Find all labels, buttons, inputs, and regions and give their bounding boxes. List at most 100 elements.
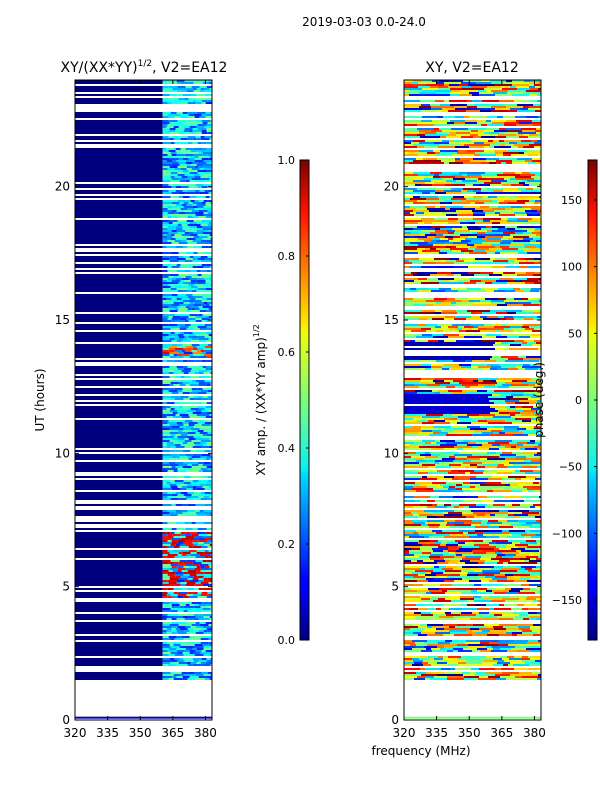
heatmap-cell <box>464 506 469 508</box>
heatmap-cell <box>183 246 188 248</box>
heatmap-cell <box>532 334 541 336</box>
heatmap-cell <box>484 132 489 134</box>
heatmap-cell <box>175 414 180 416</box>
heatmap-cell <box>185 568 195 570</box>
heatmap-cell <box>418 222 424 224</box>
heatmap-cell <box>210 228 212 230</box>
heatmap-cell <box>499 548 511 550</box>
heatmap-cell <box>207 672 212 674</box>
heatmap-cell <box>506 310 522 312</box>
heatmap-cell <box>531 140 537 142</box>
heatmap-cell <box>204 234 210 236</box>
heatmap-cell <box>203 184 212 186</box>
heatmap-cell <box>471 344 482 346</box>
heatmap-cell <box>206 442 212 444</box>
heatmap-row <box>75 282 163 284</box>
heatmap-cell <box>531 408 541 410</box>
heatmap-cell <box>183 368 192 370</box>
heatmap-cell <box>421 674 437 676</box>
heatmap-cell <box>186 238 196 240</box>
heatmap-cell <box>491 568 501 570</box>
heatmap-cell <box>455 520 472 522</box>
heatmap-cell <box>181 234 190 236</box>
heatmap-cell <box>184 260 193 262</box>
heatmap-cell <box>523 134 529 136</box>
heatmap-cell <box>508 510 516 512</box>
heatmap-cell <box>198 466 207 468</box>
heatmap-cell <box>480 300 491 302</box>
heatmap-cell <box>521 140 531 142</box>
heatmap-cell <box>468 400 483 402</box>
heatmap-cell <box>195 476 203 478</box>
heatmap-cell <box>533 490 541 492</box>
heatmap-cell <box>170 152 177 154</box>
heatmap-cell <box>409 244 418 246</box>
heatmap-cell <box>503 152 519 154</box>
heatmap-cell <box>489 608 494 610</box>
heatmap-cell <box>421 104 430 106</box>
heatmap-cell <box>202 464 212 466</box>
heatmap-cell <box>481 80 490 82</box>
heatmap-cell <box>531 420 541 422</box>
heatmap-cell <box>482 344 493 346</box>
heatmap-cell <box>501 668 514 670</box>
heatmap-cell <box>495 384 502 386</box>
heatmap-cell <box>204 94 212 96</box>
heatmap-cell <box>162 578 170 580</box>
heatmap-cell <box>499 202 508 204</box>
heatmap-cell <box>168 372 174 374</box>
heatmap-cell <box>182 170 189 172</box>
heatmap-cell <box>505 554 516 556</box>
heatmap-cell <box>502 88 517 90</box>
heatmap-cell <box>442 310 456 312</box>
heatmap-cell <box>529 86 535 88</box>
heatmap-cell <box>418 246 432 248</box>
heatmap-cell <box>186 632 196 634</box>
heatmap-cell <box>210 484 212 486</box>
heatmap-cell <box>169 356 177 358</box>
heatmap-cell <box>492 486 502 488</box>
heatmap-cell <box>202 306 212 308</box>
heatmap-cell <box>404 150 419 152</box>
heatmap-cell <box>453 236 460 238</box>
heatmap-cell <box>420 136 432 138</box>
heatmap-cell <box>194 654 204 656</box>
heatmap-cell <box>520 578 530 580</box>
heatmap-cell <box>522 386 538 388</box>
heatmap-cell <box>171 242 179 244</box>
heatmap-cell <box>481 288 498 290</box>
heatmap-cell <box>205 622 212 624</box>
heatmap-cell <box>404 202 413 204</box>
heatmap-cell <box>431 648 440 650</box>
heatmap-cell <box>167 546 174 548</box>
heatmap-cell <box>529 326 540 328</box>
heatmap-cell <box>505 406 510 408</box>
heatmap-cell <box>419 382 430 384</box>
heatmap-cell <box>404 106 419 108</box>
heatmap-cell <box>174 116 180 118</box>
heatmap-cell <box>191 350 197 352</box>
heatmap-cell <box>465 238 482 240</box>
heatmap-cell <box>171 304 180 306</box>
heatmap-cell <box>430 382 435 384</box>
heatmap-cell <box>479 184 490 186</box>
heatmap-cell <box>170 172 178 174</box>
heatmap-cell <box>507 324 523 326</box>
heatmap-cell <box>509 506 514 508</box>
heatmap-cell <box>174 332 180 334</box>
heatmap-cell <box>419 106 431 108</box>
heatmap-cell <box>438 278 454 280</box>
heatmap-cell <box>202 228 211 230</box>
heatmap-cell <box>511 242 529 244</box>
heatmap-row <box>75 614 163 616</box>
heatmap-cell <box>183 424 189 426</box>
heatmap-cell <box>518 252 527 254</box>
heatmap-cell <box>182 196 190 198</box>
heatmap-cell <box>500 394 511 396</box>
heatmap-cell <box>511 648 526 650</box>
heatmap-cell <box>531 396 541 398</box>
heatmap-cell <box>535 506 541 508</box>
heatmap-cell <box>178 98 185 100</box>
heatmap-row <box>75 180 163 182</box>
